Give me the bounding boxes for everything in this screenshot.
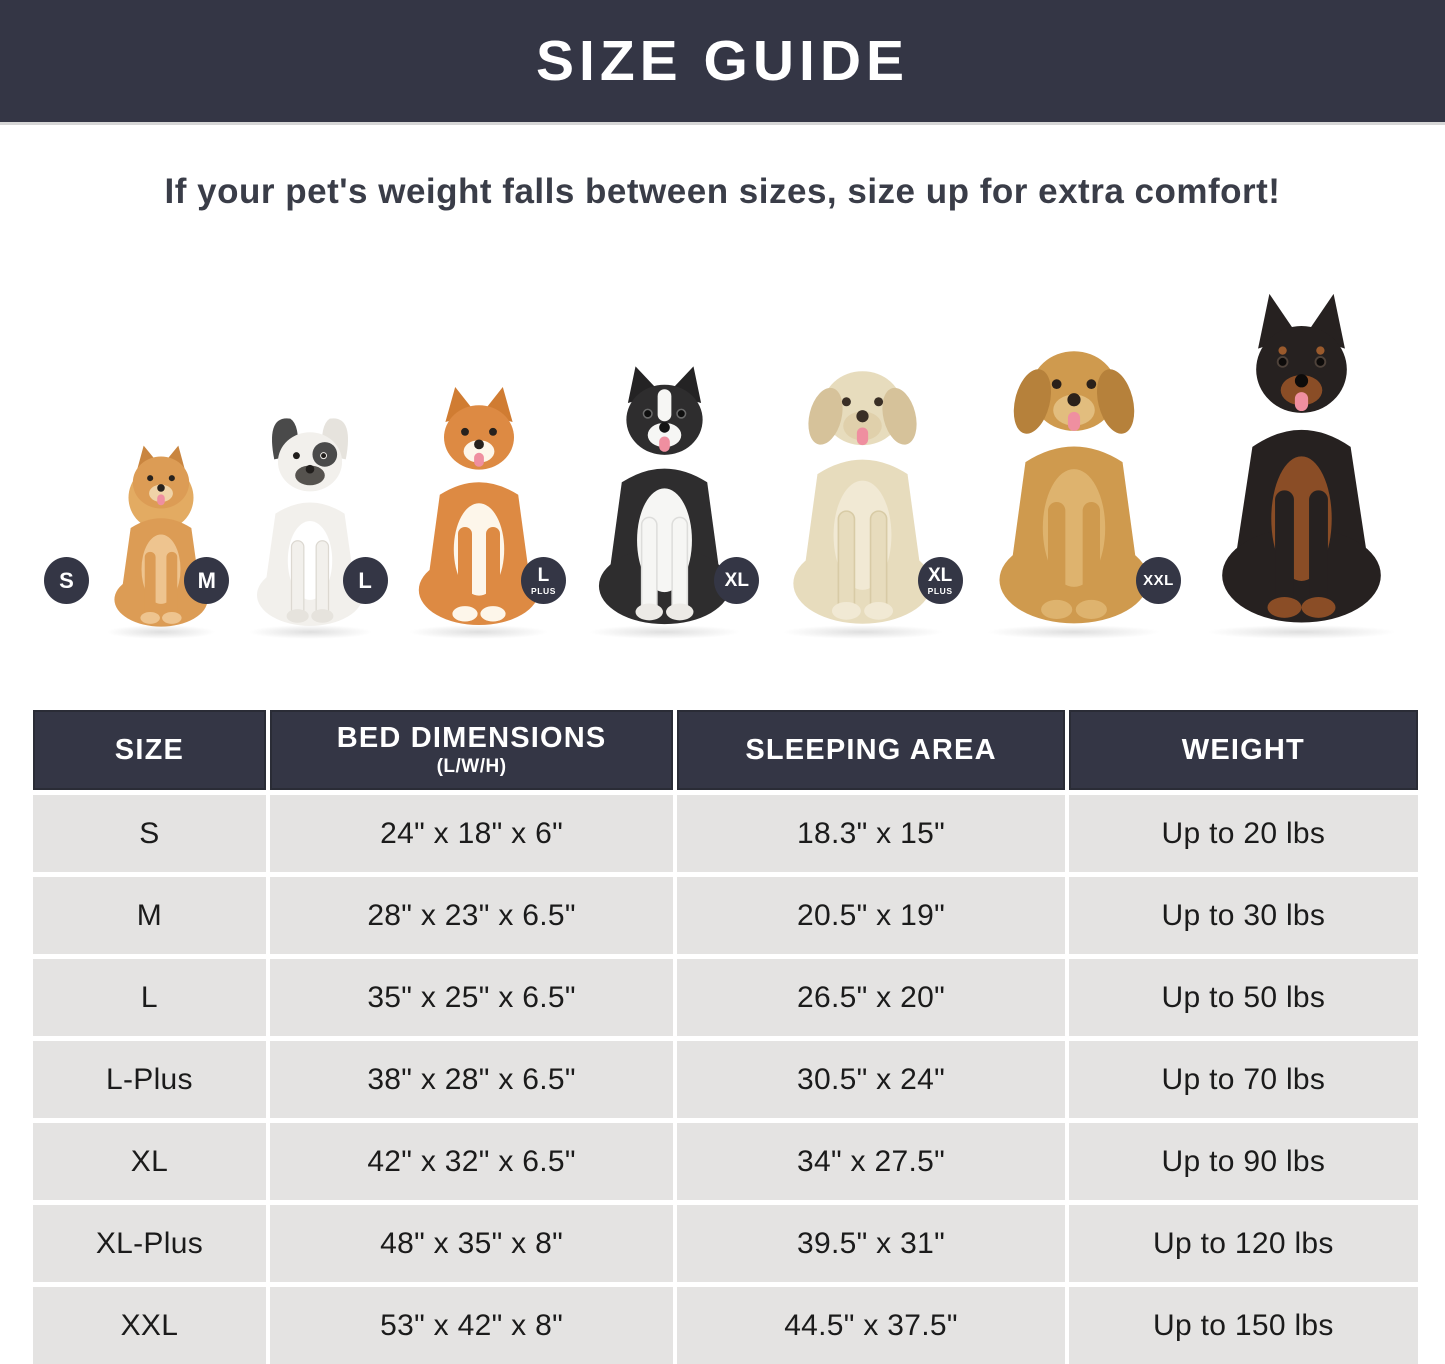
cell-size: M xyxy=(33,877,266,954)
cell-weight: Up to 20 lbs xyxy=(1068,795,1418,872)
cell-sleeping-area: 39.5" x 31" xyxy=(677,1205,1065,1282)
badge-sublabel: PLUS xyxy=(530,585,557,596)
cell-size: S xyxy=(33,795,266,872)
cell-size: XL xyxy=(33,1123,266,1200)
dog-item-xl-plus: XL PLUS xyxy=(917,320,1178,639)
size-badge-xl: XL xyxy=(714,557,760,604)
column-header-label: BED DIMENSIONS xyxy=(336,722,607,754)
dog-size-lineup: S M xyxy=(0,280,1445,639)
page-title: SIZE GUIDE xyxy=(535,29,910,93)
pomeranian-dog-icon xyxy=(114,445,208,627)
cell-size: L-Plus xyxy=(33,1041,266,1118)
cell-size: XL-Plus xyxy=(33,1205,266,1282)
cell-sleeping-area: 30.5" x 24" xyxy=(677,1041,1065,1118)
size-badge-l-plus: L PLUS xyxy=(520,557,566,604)
doberman-dog-icon xyxy=(1222,293,1381,623)
cell-bed-dimensions: 53" x 42" x 8" xyxy=(269,1287,674,1364)
badge-label: XL xyxy=(724,570,749,591)
size-badge-s: S xyxy=(44,557,89,604)
dog-item-l-plus: L PLUS xyxy=(520,357,756,639)
cell-bed-dimensions: 35" x 25" x 6.5" xyxy=(269,959,674,1036)
size-badge-xxl: XXL xyxy=(1135,557,1181,604)
cell-weight: Up to 50 lbs xyxy=(1068,959,1418,1036)
column-header-bed-dimensions: BED DIMENSIONS (L/W/H) xyxy=(269,710,674,790)
size-badge-m: M xyxy=(184,557,230,604)
cell-weight: Up to 70 lbs xyxy=(1068,1041,1418,1118)
column-header-sleeping-area: SLEEPING AREA xyxy=(677,710,1065,790)
cell-weight: Up to 90 lbs xyxy=(1068,1123,1418,1200)
badge-label: L xyxy=(358,567,372,593)
cell-size: XXL xyxy=(33,1287,266,1364)
column-header-label: WEIGHT xyxy=(1181,733,1305,766)
cell-bed-dimensions: 28" x 23" x 6.5" xyxy=(269,877,674,954)
column-header-label: SLEEPING AREA xyxy=(745,733,997,766)
badge-label: L xyxy=(537,564,550,586)
cell-sleeping-area: 34" x 27.5" xyxy=(677,1123,1065,1200)
column-header-sublabel: (L/W/H) xyxy=(436,756,507,777)
shiba-inu-dog-icon xyxy=(418,387,539,625)
dog-item-s: S xyxy=(44,437,226,639)
dog-item-l: L xyxy=(342,380,563,639)
cell-sleeping-area: 20.5" x 19" xyxy=(677,877,1065,954)
cell-sleeping-area: 26.5" x 20" xyxy=(677,959,1065,1036)
cell-bed-dimensions: 48" x 35" x 8" xyxy=(269,1205,674,1282)
cell-sleeping-area: 18.3" x 15" xyxy=(677,795,1065,872)
cell-bed-dimensions: 42" x 32" x 6.5" xyxy=(269,1123,674,1200)
cell-sleeping-area: 44.5" x 37.5" xyxy=(677,1287,1065,1364)
dog-item-xxl: XXL xyxy=(1135,292,1415,639)
cell-size: L xyxy=(33,959,266,1036)
size-guide-table: SIZE BED DIMENSIONS (L/W/H) SLEEPING ARE… xyxy=(33,710,1418,1364)
size-badge-xl-plus: XL PLUS xyxy=(917,557,963,604)
golden-retriever-dog-icon xyxy=(999,351,1149,624)
cell-weight: Up to 30 lbs xyxy=(1068,877,1418,954)
cell-bed-dimensions: 38" x 28" x 6.5" xyxy=(269,1041,674,1118)
badge-label: S xyxy=(59,567,74,593)
border-collie-dog-icon xyxy=(598,366,731,625)
french-bulldog-dog-icon xyxy=(257,418,364,626)
dog-item-xl: XL xyxy=(714,342,959,639)
header-banner: SIZE GUIDE xyxy=(0,0,1445,125)
badge-sublabel: PLUS xyxy=(927,585,953,596)
badge-label: M xyxy=(197,567,216,593)
subtitle-text: If your pet's weight falls between sizes… xyxy=(164,172,1281,211)
cell-weight: Up to 120 lbs xyxy=(1068,1205,1418,1282)
column-header-weight: WEIGHT xyxy=(1068,710,1418,790)
badge-label: XXL xyxy=(1143,572,1174,589)
column-header-size: SIZE xyxy=(33,710,266,790)
badge-label: XL xyxy=(928,564,953,586)
dog-item-m: M xyxy=(184,410,384,639)
cell-weight: Up to 150 lbs xyxy=(1068,1287,1418,1364)
column-header-label: SIZE xyxy=(114,733,185,766)
size-badge-l: L xyxy=(342,557,388,604)
labrador-dog-icon xyxy=(793,371,932,624)
cell-bed-dimensions: 24" x 18" x 6" xyxy=(269,795,674,872)
